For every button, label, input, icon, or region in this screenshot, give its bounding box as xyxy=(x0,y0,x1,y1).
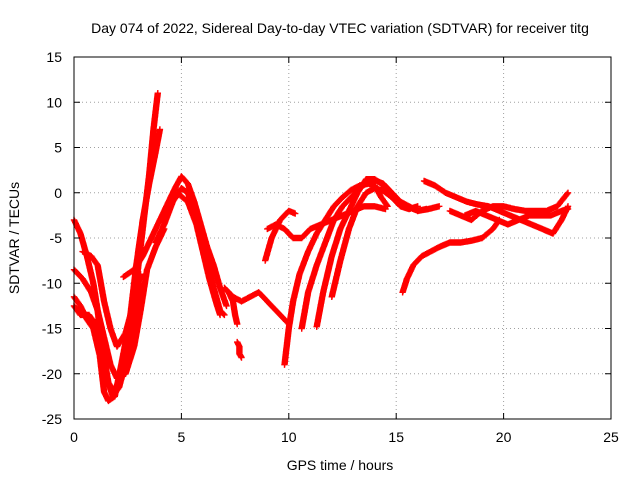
y-tick-label: 5 xyxy=(54,140,62,156)
y-tick-label: -5 xyxy=(50,230,63,246)
series-arc-18 xyxy=(399,216,503,296)
x-tick-label: 0 xyxy=(70,429,78,445)
y-tick-label: 10 xyxy=(46,94,62,110)
y-tick-label: -15 xyxy=(42,321,62,337)
y-tick-label: 0 xyxy=(54,185,62,201)
y-axis-label: SDTVAR / TECUs xyxy=(6,182,22,294)
data-points xyxy=(399,216,503,296)
series-arc-17 xyxy=(264,203,389,242)
ticks-layer: 0 5 10 15 20 25 -25 -20 -15 -10 -5 0 5 10 15 xyxy=(42,49,619,445)
x-tick-label: 20 xyxy=(496,429,512,445)
x-tick-label: 25 xyxy=(603,429,619,445)
x-tick-label: 10 xyxy=(281,429,297,445)
x-tick-label: 5 xyxy=(178,429,186,445)
y-tick-label: -20 xyxy=(42,366,62,382)
series-arc-12 xyxy=(281,180,391,368)
data-points xyxy=(234,338,245,361)
data-points xyxy=(264,203,389,242)
data-layer xyxy=(70,90,572,405)
y-tick-label: 15 xyxy=(46,49,62,65)
chart-title: Day 074 of 2022, Sidereal Day-to-day VTE… xyxy=(91,20,589,36)
data-points xyxy=(167,191,224,319)
series-arc-10 xyxy=(225,289,241,328)
data-points xyxy=(328,185,443,300)
y-tick-label: -25 xyxy=(42,411,62,427)
data-points xyxy=(446,189,572,224)
data-points xyxy=(225,289,241,328)
y-tick-label: -10 xyxy=(42,275,62,291)
series-arc-14 xyxy=(313,176,421,330)
series-arc-15 xyxy=(328,185,443,300)
series-arc-11 xyxy=(234,338,245,361)
x-axis-label: GPS time / hours xyxy=(287,457,394,473)
series-arc-21 xyxy=(461,205,572,228)
grid-layer xyxy=(74,57,611,419)
data-points xyxy=(461,205,572,228)
series-arc-5 xyxy=(79,248,144,350)
data-points xyxy=(79,248,144,350)
series-arc-8 xyxy=(167,191,224,319)
x-tick-label: 15 xyxy=(388,429,404,445)
data-points xyxy=(313,176,421,330)
series-arc-20 xyxy=(446,189,572,224)
data-points xyxy=(281,180,391,368)
